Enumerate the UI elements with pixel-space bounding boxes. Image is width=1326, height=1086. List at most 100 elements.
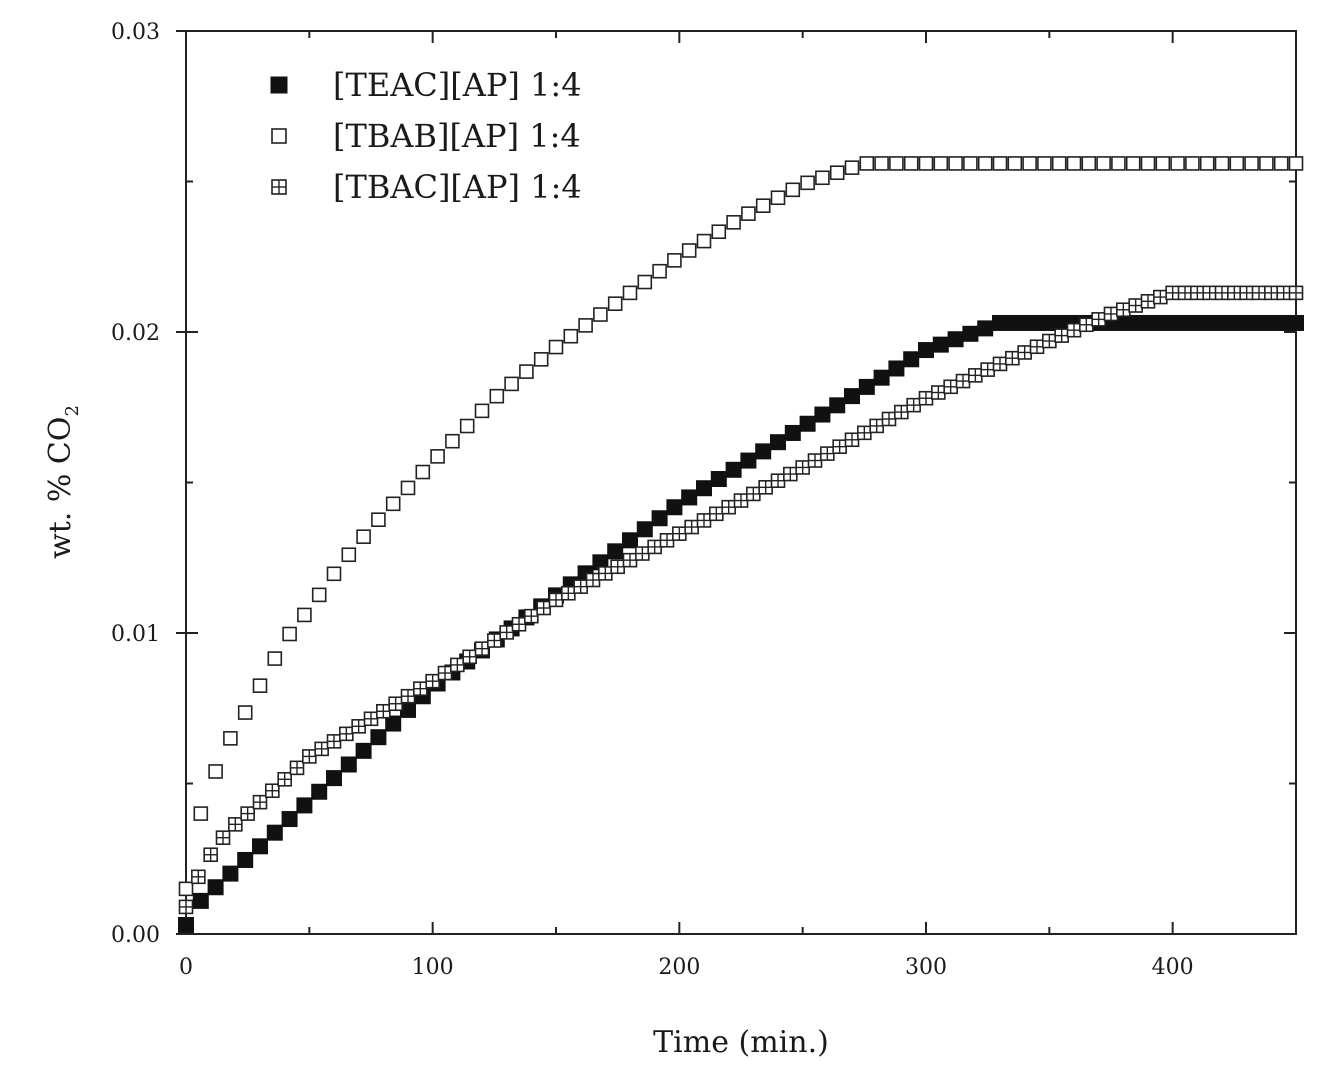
data-point — [252, 838, 268, 855]
legend-marker — [271, 128, 287, 144]
marker-square — [271, 128, 287, 144]
data-point — [1140, 314, 1156, 331]
data-point — [874, 156, 889, 171]
data-point — [1214, 314, 1230, 331]
data-point — [413, 681, 428, 696]
data-point — [548, 592, 564, 608]
marker-square — [1140, 314, 1156, 331]
marker-square — [1214, 156, 1230, 171]
data-point — [1177, 285, 1193, 301]
data-point — [844, 432, 860, 448]
data-point — [1229, 156, 1245, 171]
marker-square — [667, 253, 682, 268]
marker-square — [1273, 314, 1290, 331]
data-point — [326, 734, 342, 749]
data-point — [758, 480, 773, 495]
legend: [TEAC][AP] 1:4 [TBAB][AP] 1:4 [TBAC][AP] 1… — [270, 66, 582, 206]
marker-square — [681, 243, 697, 258]
marker-square — [1169, 314, 1186, 331]
data-point — [696, 233, 712, 249]
data-point — [371, 512, 386, 528]
data-point — [356, 529, 371, 544]
data-point — [1214, 156, 1230, 171]
marker-square — [282, 626, 297, 642]
marker-square — [607, 296, 623, 312]
data-point — [857, 425, 872, 441]
marker-square — [947, 331, 964, 348]
data-point — [659, 532, 675, 548]
data-point — [785, 182, 801, 198]
data-point — [894, 404, 909, 420]
marker-square — [696, 233, 712, 249]
marker-square — [636, 521, 653, 538]
data-point — [1079, 317, 1094, 333]
data-point — [355, 742, 372, 759]
data-point — [684, 519, 699, 535]
data-point — [807, 453, 823, 468]
data-point — [340, 756, 357, 773]
marker-square — [696, 480, 712, 497]
data-point — [302, 749, 317, 764]
y-axis-title: wt. % CO2 — [43, 405, 83, 559]
marker-square — [355, 742, 372, 759]
data-point — [933, 156, 949, 171]
marker-square — [755, 198, 771, 214]
data-series — [178, 156, 1304, 933]
marker-square — [1199, 314, 1216, 331]
data-point — [265, 783, 280, 799]
data-point — [1005, 350, 1020, 366]
marker-square — [1229, 156, 1245, 171]
data-point — [178, 881, 194, 897]
data-point — [1264, 285, 1279, 301]
marker-square — [815, 170, 830, 186]
data-point — [533, 352, 549, 367]
marker-square — [385, 715, 402, 732]
marker-square — [651, 510, 668, 527]
marker-square — [1243, 314, 1260, 331]
data-point — [1103, 306, 1119, 322]
marker-square — [1096, 156, 1111, 171]
data-point — [607, 543, 624, 560]
marker-square — [1228, 314, 1245, 331]
data-point — [726, 215, 741, 230]
data-point — [844, 388, 860, 405]
y-axis-title-subscript: 2 — [62, 405, 83, 416]
marker-square — [1021, 314, 1038, 331]
data-point — [311, 783, 328, 800]
data-point — [1185, 156, 1200, 171]
data-point — [385, 496, 401, 512]
data-point — [266, 824, 283, 841]
marker-square — [1081, 156, 1097, 171]
data-point — [829, 397, 846, 414]
series-1 — [178, 314, 1304, 933]
data-point — [746, 486, 761, 502]
data-point — [711, 224, 727, 240]
marker-square — [578, 318, 593, 333]
data-point — [948, 156, 963, 171]
legend-marker — [271, 179, 287, 195]
marker-square — [1051, 314, 1068, 331]
axis-ticks: 0 100 200 300 400 0.00 0.01 0.02 0.03 — [111, 20, 1296, 980]
data-point — [962, 325, 979, 342]
marker-square — [296, 797, 313, 814]
x-tick-label: 100 — [412, 955, 454, 980]
marker-square — [445, 433, 460, 449]
data-point — [487, 633, 502, 648]
marker-square — [252, 838, 268, 855]
data-point — [681, 243, 697, 258]
marker-square — [593, 307, 608, 322]
marker-square — [326, 566, 342, 582]
data-point — [955, 373, 971, 389]
data-point — [1006, 314, 1023, 331]
data-point — [1288, 285, 1304, 301]
y-tick-label: 0.01 — [111, 622, 160, 647]
data-point — [192, 892, 209, 909]
data-point — [795, 460, 810, 475]
data-point — [918, 156, 934, 171]
data-point — [992, 156, 1008, 171]
data-point — [1037, 156, 1052, 171]
data-point — [252, 678, 268, 693]
data-point — [504, 376, 519, 392]
data-point — [326, 566, 342, 582]
data-point — [622, 532, 638, 549]
